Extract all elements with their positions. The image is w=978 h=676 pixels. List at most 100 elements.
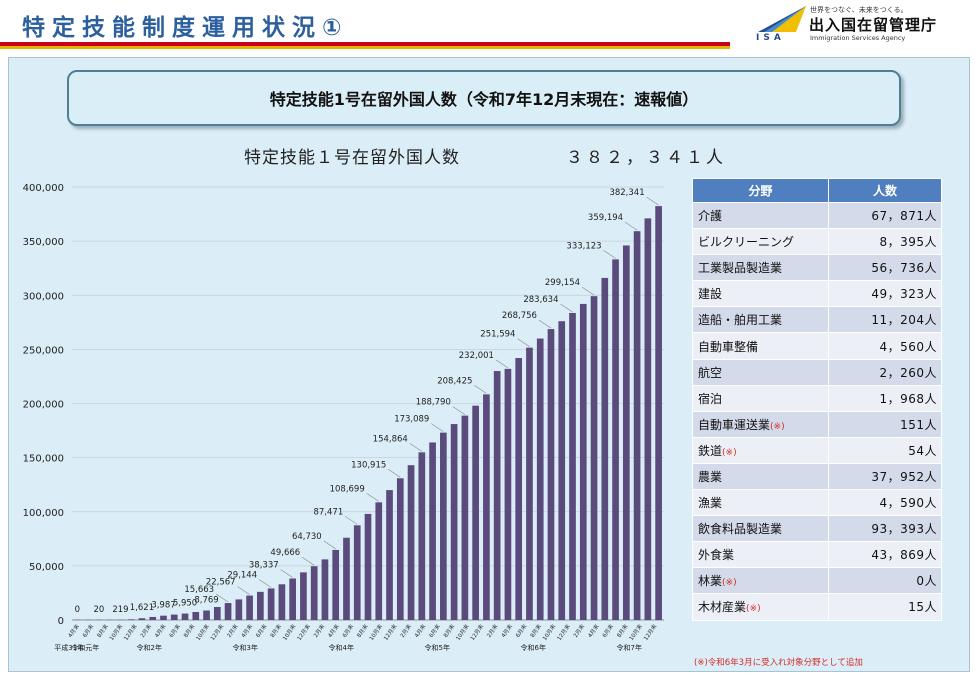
- bar: [289, 578, 296, 620]
- logo-english-name: Immigration Services Agency: [810, 34, 906, 42]
- x-tick-label: 10月末: [107, 622, 124, 642]
- x-tick-label: 8月末: [528, 622, 543, 639]
- logo-agency-name: 出入国在留管理庁: [809, 16, 938, 34]
- field-name: 林業: [698, 574, 723, 589]
- data-label: 0: [75, 605, 80, 615]
- table-cell-field: 飲食料品製造業: [692, 515, 829, 543]
- table-cell-field: 農業: [692, 462, 829, 491]
- x-tick-label: 12月末: [555, 622, 572, 642]
- data-label: 87,471: [313, 507, 343, 517]
- data-label: 173,089: [394, 415, 429, 425]
- table-cell-field: 木材産業(※): [692, 593, 829, 621]
- x-tick-label: 10月末: [627, 622, 644, 642]
- table-row: 介護 67，871人: [692, 201, 942, 230]
- total-value: ３８２，３４１人: [566, 148, 726, 168]
- table-row: 建設 49，323人: [692, 280, 942, 308]
- data-label-leader: [431, 423, 444, 432]
- data-label-leader: [452, 406, 466, 415]
- table-cell-count: 93，393人: [828, 515, 942, 543]
- data-label-leader: [495, 359, 509, 369]
- data-label: 333,123: [566, 241, 601, 251]
- table-row: 自動車整備 4，560人: [692, 332, 942, 360]
- x-tick-label: 4月末: [499, 622, 514, 639]
- data-label-leader: [237, 586, 250, 595]
- data-label: 154,864: [373, 434, 408, 444]
- bar: [364, 513, 372, 620]
- bar-chart: 0 50,000 100,000 150,000 200,000 250,000 300,0…: [23, 183, 664, 652]
- bar: [493, 371, 501, 620]
- table-header-field: 分野: [692, 178, 829, 203]
- table-cell-field: 自動車運送業(※): [692, 410, 829, 438]
- x-tick-label: 4月末: [586, 622, 601, 639]
- x-tick-label: 10月末: [194, 622, 211, 642]
- x-tick-label: 12月末: [122, 622, 139, 642]
- bar: [558, 321, 566, 620]
- table-cell-count: 2，260人: [828, 358, 942, 386]
- table-row: ビルクリーニング 8，395人: [692, 228, 942, 256]
- field-name: 自動車運送業: [698, 417, 771, 432]
- x-year-label: 令和7年: [616, 643, 641, 652]
- table-cell-count: 8，395人: [828, 228, 942, 256]
- bar: [213, 607, 221, 620]
- bar: [375, 502, 383, 620]
- field-name: 木材産業: [698, 600, 747, 615]
- table-cell-field: 航空: [692, 358, 829, 386]
- x-year-label: 令和4年: [328, 643, 353, 652]
- bar: [278, 584, 286, 620]
- bar: [601, 277, 609, 620]
- y-tick-label: 150,000: [23, 454, 64, 465]
- x-year-label: 令和元年: [71, 643, 99, 652]
- x-tick-label: 6月末: [427, 622, 442, 639]
- bar: [343, 537, 350, 620]
- table-cell-count: 49，323人: [828, 280, 942, 308]
- x-tick-label: 4月末: [66, 622, 81, 639]
- table-row: 飲食料品製造業 93，393人: [692, 515, 942, 543]
- x-tick-label: 2月末: [138, 622, 153, 639]
- field-name: 外食業: [698, 548, 735, 563]
- bar: [321, 559, 329, 620]
- field-note-mark: (※): [722, 578, 737, 589]
- x-tick-label: 6月末: [80, 622, 95, 639]
- table-cell-field: 漁業: [692, 489, 829, 517]
- field-name: ビルクリーニング: [698, 235, 795, 250]
- bar: [504, 368, 512, 620]
- x-tick-label: 12月末: [208, 622, 225, 642]
- table-cell-count: 4，590人: [828, 489, 942, 517]
- agency-logo: ISA 世界をつなぐ、未来をつくる。 出入国在留管理庁 Immigration …: [752, 2, 972, 46]
- x-tick-label: 8月末: [441, 622, 456, 639]
- data-label: 130,915: [351, 460, 386, 470]
- field-name: 工業製品製造業: [698, 261, 783, 276]
- x-tick-label: 4月末: [413, 622, 428, 639]
- data-label: 29,144: [227, 570, 257, 580]
- field-name: 漁業: [698, 496, 723, 511]
- y-tick-label: 0: [58, 616, 64, 627]
- table-body: 介護 67，871人 ビルクリーニング 8，395人 工業製品製造業 56，736人 建設 4…: [692, 201, 942, 621]
- x-tick-label: 12月末: [382, 622, 399, 642]
- bar: [483, 394, 490, 620]
- bar: [472, 405, 479, 620]
- x-tick-label: 6月末: [600, 622, 615, 639]
- bar: [332, 549, 340, 620]
- logo-emblem-icon: [758, 6, 806, 32]
- data-label: 1,621: [130, 603, 154, 613]
- table-cell-field: 介護: [692, 201, 829, 230]
- data-label: 8,769: [194, 596, 218, 606]
- table-cell-count: 4，560人: [828, 332, 942, 360]
- table-row: 鉄道(※) 54人: [692, 436, 942, 464]
- x-tick-label: 10月末: [540, 622, 557, 642]
- table-cell-field: ビルクリーニング: [692, 228, 829, 256]
- data-label: 5,950: [173, 599, 197, 609]
- bar: [246, 595, 253, 620]
- x-year-label: 令和6年: [520, 643, 545, 652]
- table-row: 航空 2，260人: [692, 358, 942, 386]
- table-cell-count: 0人: [828, 567, 942, 595]
- y-tick-label: 200,000: [23, 400, 64, 411]
- bar: [170, 614, 178, 620]
- data-label-leader: [388, 469, 401, 478]
- bar: [396, 478, 404, 620]
- field-note-mark: (※): [746, 604, 761, 615]
- data-label: 219: [112, 605, 128, 615]
- bar: [569, 312, 576, 620]
- x-tick-label: 12月末: [295, 622, 312, 642]
- data-label: 251,594: [480, 330, 515, 340]
